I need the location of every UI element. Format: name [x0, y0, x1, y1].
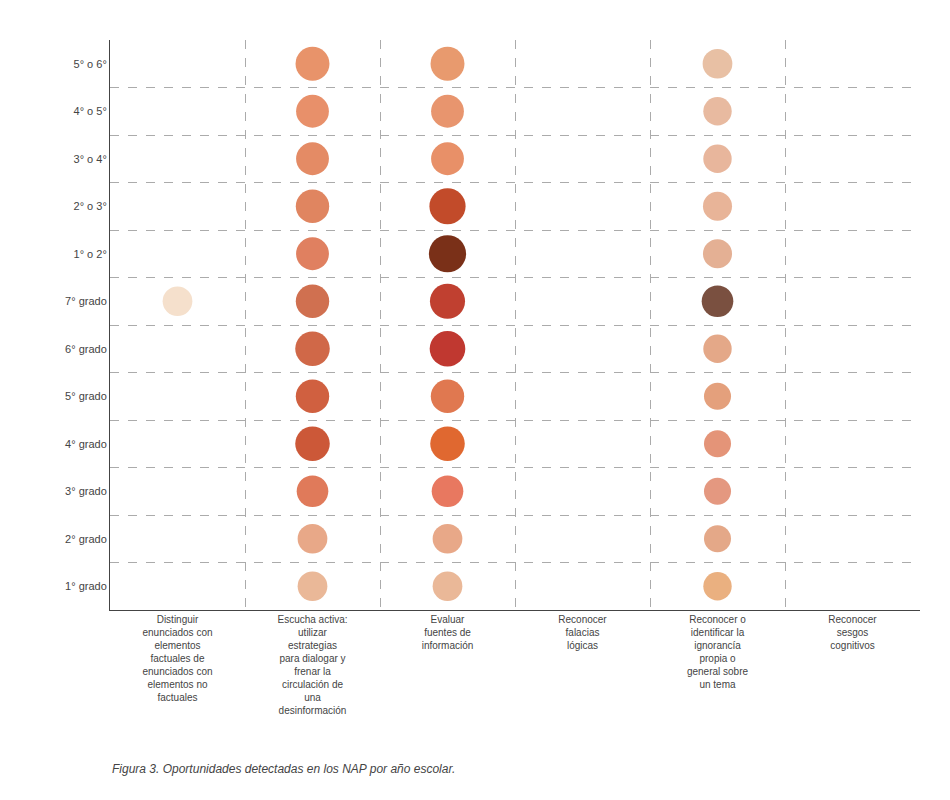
svg-text:2° o 3°: 2° o 3° [74, 200, 107, 212]
svg-text:Reconocerfalaciaslógicas: Reconocerfalaciaslógicas [558, 614, 607, 651]
svg-text:Evaluarfuentes deinformación: Evaluarfuentes deinformación [422, 614, 474, 651]
svg-text:6° grado: 6° grado [65, 343, 107, 355]
svg-text:1° grado: 1° grado [65, 580, 107, 592]
svg-text:5° o 6°: 5° o 6° [74, 58, 107, 70]
svg-text:2° grado: 2° grado [65, 533, 107, 545]
svg-text:Reconocer oidentificar laignor: Reconocer oidentificar laignorancíapropi… [687, 614, 749, 690]
svg-text:4° grado: 4° grado [65, 438, 107, 450]
svg-text:4° o 5°: 4° o 5° [74, 105, 107, 117]
svg-text:3° grado: 3° grado [65, 485, 107, 497]
svg-text:7° grado: 7° grado [65, 295, 107, 307]
svg-text:5° grado: 5° grado [65, 390, 107, 402]
svg-text:1° o 2°: 1° o 2° [74, 248, 107, 260]
svg-text:3° o 4°: 3° o 4° [74, 153, 107, 165]
svg-text:Reconocersesgoscognitivos: Reconocersesgoscognitivos [828, 614, 877, 651]
svg-text:Figura 3. Oportunidades detect: Figura 3. Oportunidades detectadas en lo… [112, 762, 455, 776]
svg-text:Distinguirenunciados conelemen: Distinguirenunciados conelementosfactual… [142, 614, 212, 703]
svg-text:Escucha activa:utilizarestrate: Escucha activa:utilizarestrategiaspara d… [277, 614, 347, 716]
